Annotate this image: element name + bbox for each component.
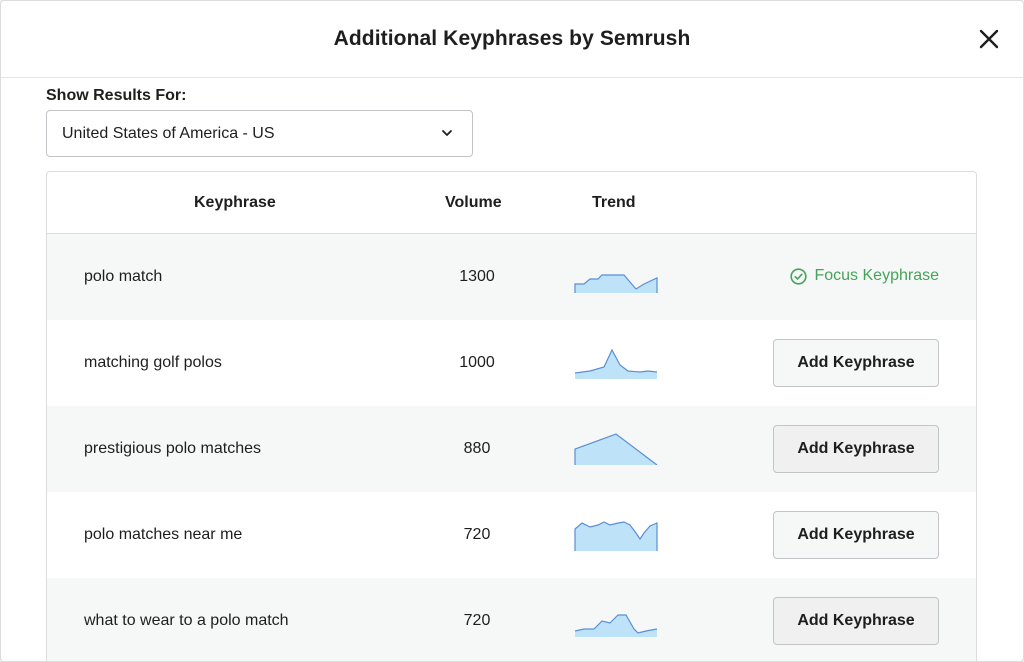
table-header: Keyphrase Volume Trend bbox=[47, 172, 976, 234]
trend-sparkline bbox=[574, 348, 658, 379]
keyphrase-cell: polo matches near me bbox=[84, 526, 243, 543]
trend-sparkline bbox=[574, 433, 658, 465]
chevron-down-icon bbox=[442, 130, 452, 136]
close-button[interactable] bbox=[973, 23, 1005, 55]
column-header-trend: Trend bbox=[592, 194, 636, 211]
volume-cell: 1000 bbox=[459, 354, 495, 371]
table-row: prestigious polo matches 880 Add Keyphra… bbox=[47, 406, 976, 492]
country-select-label: Show Results For: bbox=[46, 87, 187, 104]
add-keyphrase-button[interactable]: Add Keyphrase bbox=[773, 425, 939, 473]
column-header-volume: Volume bbox=[445, 194, 502, 211]
close-icon bbox=[979, 29, 999, 49]
trend-sparkline bbox=[574, 274, 658, 293]
keyphrase-cell: what to wear to a polo match bbox=[84, 612, 289, 629]
keyphrase-cell: matching golf polos bbox=[84, 354, 222, 371]
country-select[interactable]: United States of America - US bbox=[46, 110, 473, 157]
add-keyphrase-button[interactable]: Add Keyphrase bbox=[773, 339, 939, 387]
add-keyphrase-button[interactable]: Add Keyphrase bbox=[773, 597, 939, 645]
keyphrase-table: Keyphrase Volume Trend polo match 1300 F… bbox=[46, 171, 977, 661]
table-row: polo match 1300 Focus Keyphrase bbox=[47, 234, 976, 320]
keyphrase-cell: polo match bbox=[84, 268, 163, 285]
add-keyphrase-button[interactable]: Add Keyphrase bbox=[773, 511, 939, 559]
volume-cell: 720 bbox=[463, 612, 491, 629]
volume-cell: 880 bbox=[463, 440, 491, 457]
table-row: polo matches near me 720 Add Keyphrase bbox=[47, 492, 976, 578]
volume-cell: 1300 bbox=[459, 268, 495, 285]
table-row: what to wear to a polo match 720 Add Key… bbox=[47, 578, 976, 661]
keyphrase-cell: prestigious polo matches bbox=[84, 440, 261, 457]
trend-sparkline bbox=[574, 614, 658, 637]
modal-header: Additional Keyphrases by Semrush bbox=[1, 1, 1023, 78]
trend-sparkline bbox=[574, 521, 658, 551]
country-select-value: United States of America - US bbox=[62, 124, 275, 142]
check-circle-icon bbox=[790, 267, 808, 285]
focus-keyphrase-label: Focus Keyphrase bbox=[814, 267, 939, 284]
table-row: matching golf polos 1000 Add Keyphrase bbox=[47, 320, 976, 406]
focus-keyphrase-indicator: Focus Keyphrase bbox=[790, 267, 939, 285]
volume-cell: 720 bbox=[463, 526, 491, 543]
column-header-keyphrase: Keyphrase bbox=[194, 194, 276, 211]
modal-title: Additional Keyphrases by Semrush bbox=[333, 27, 691, 50]
